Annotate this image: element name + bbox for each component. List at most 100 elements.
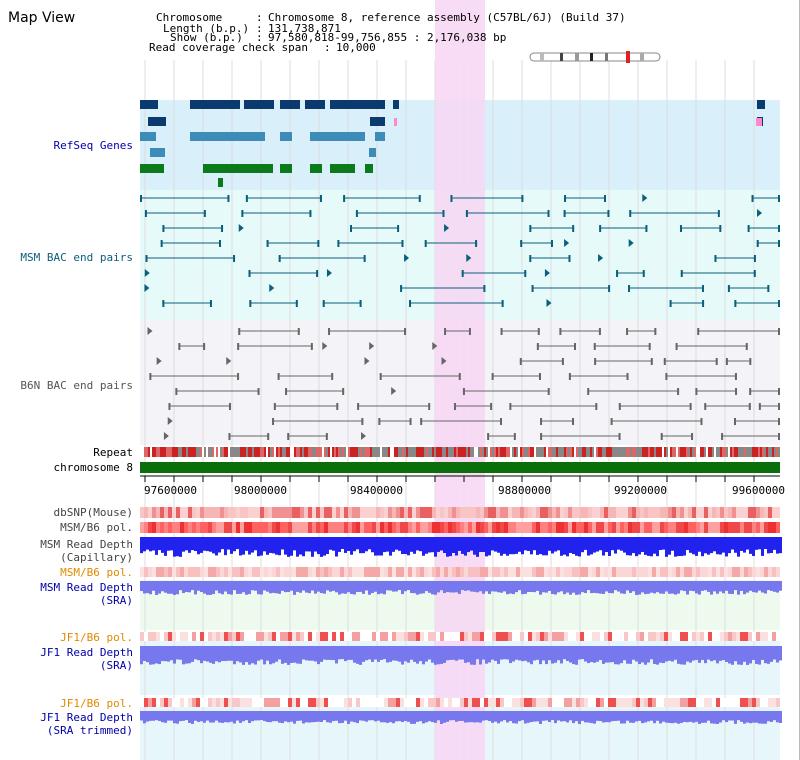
repeat-feature (740, 447, 742, 457)
msm-depth-capillary-track (149, 537, 152, 552)
jf1-b6-pol-track (212, 632, 216, 641)
jf1-depth-sra-track (545, 646, 548, 665)
jf1-depth-sra-track (434, 646, 437, 665)
b6n-bac-pair (733, 418, 736, 425)
jf1-depth-trim-track (407, 711, 410, 722)
dbsnp-track (756, 507, 760, 518)
jf1-depth-sra-track (635, 646, 638, 662)
dbsnp-track (424, 507, 428, 518)
jf1-depth-trim-track (206, 711, 209, 721)
jf1-depth-trim-track (431, 711, 434, 723)
repeat-feature (544, 447, 546, 457)
repeat-feature (252, 447, 254, 457)
msm-depth-capillary-track (194, 537, 197, 552)
msm-depth-sra-track (599, 581, 602, 594)
msm-b6-pol-track (400, 522, 404, 533)
msm-depth-sra-track (371, 581, 374, 594)
msm-b6-pol-track-2 (172, 567, 176, 577)
repeat-feature (654, 447, 656, 457)
jf1-depth-sra-track (773, 646, 776, 660)
msm-depth-sra-track (668, 581, 671, 594)
msm-b6-pol-track (284, 522, 288, 533)
msm-b6-pol-track (364, 522, 368, 533)
msm-depth-sra-track (401, 581, 404, 595)
msm-b6-pol-track-2 (772, 567, 776, 577)
repeat-label: Repeat (93, 446, 133, 459)
dbsnp-track (316, 507, 320, 518)
msm-bac-pair (233, 255, 236, 262)
msm-b6-pol-track-2 (140, 567, 144, 577)
dbsnp-track (468, 507, 472, 518)
jf1-depth-sra-track (230, 646, 233, 661)
jf1-b6-pol-track (224, 632, 228, 641)
jf1-depth-trim-track (218, 711, 221, 723)
msm-b6-pol-track (396, 522, 400, 533)
msm-bac-pair (524, 270, 527, 277)
repeat-feature (216, 447, 218, 457)
msm-b6-pol-track (688, 522, 692, 533)
jf1-depth-trim-track (752, 711, 755, 723)
repeat-feature (554, 447, 556, 457)
jf1-b6-pol-track (300, 632, 304, 641)
msm-depth-sra-track (695, 581, 698, 594)
dbsnp-track (216, 507, 220, 518)
msm-bac-pair (466, 254, 472, 262)
jf1-depth-sra-track (743, 646, 746, 662)
msm-b6-pol-track-2 (184, 567, 188, 577)
ideogram-band (640, 53, 644, 61)
dbsnp-track (556, 507, 560, 518)
b6n-bac-pair (540, 433, 543, 440)
repeat-feature (454, 447, 456, 457)
jf1-depth-sra-track (218, 646, 221, 663)
refseq-gene (757, 100, 765, 109)
msm-bac-pair (209, 300, 212, 307)
jf1-depth-trim-track (146, 711, 149, 722)
repeat-feature (344, 447, 346, 457)
msm-depth-sra-track (626, 581, 629, 591)
jf1-depth-trim-track (158, 711, 161, 721)
jf1-depth-sra-track (314, 646, 317, 662)
msm-depth-capillary-track (614, 537, 617, 554)
msm-depth-capillary-track (689, 537, 692, 553)
b6n-bac-pair (500, 418, 503, 425)
dbsnp-track (328, 507, 332, 518)
repeat-feature (562, 447, 564, 457)
b6n-bac-pair (468, 328, 471, 335)
jf1-depth-trim-track (488, 711, 491, 722)
msm-depth-capillary-track (722, 537, 725, 553)
msm-b6-pol-track-2 (164, 567, 168, 577)
jf1-depth-trim-track (698, 711, 701, 724)
msm-b6-pol-track-2 (148, 567, 152, 577)
jf1-b6-pol-track (704, 632, 708, 641)
jf1-b6-pol-track (288, 632, 292, 641)
msm-depth-capillary-track (455, 537, 458, 556)
b6n-bac-pair (660, 433, 663, 440)
jf1-depth-trim-track (395, 711, 398, 722)
repeat-feature (678, 447, 680, 457)
dbsnp-track (276, 507, 280, 518)
b6n-bac-pair (322, 342, 328, 350)
msm-depth-capillary-track (701, 537, 704, 557)
dbsnp-track (564, 507, 568, 518)
jf1-b6-pol-track-2 (376, 698, 380, 707)
repeat-feature (348, 447, 350, 457)
jf1-b6-pol-track (364, 632, 368, 641)
msm-b6-pol-track-2 (604, 567, 608, 577)
repeat-feature (220, 447, 222, 457)
repeat-feature (634, 447, 636, 457)
msm-b6-pol-track-2 (236, 567, 240, 577)
msm-b6-pol-track (376, 522, 380, 533)
dbsnp-track (644, 507, 648, 518)
msm-depth-sra-track (260, 581, 263, 595)
jf1-b6-pol-track (248, 632, 252, 641)
msm-depth-capillary-track (431, 537, 434, 553)
jf1-depth-trim-track (197, 711, 200, 722)
jf1-b6-pol-track (340, 632, 344, 641)
msm-depth-capillary-track (257, 537, 260, 557)
repeat-feature (768, 447, 770, 457)
dbsnp-track (708, 507, 712, 518)
msm-bac-pair (572, 225, 575, 232)
msm-depth-capillary-track (407, 537, 410, 556)
